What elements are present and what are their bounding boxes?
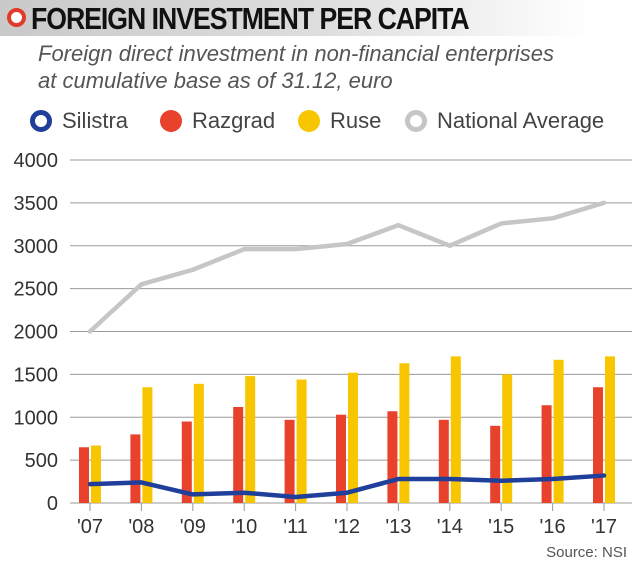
point-national-average [447, 243, 452, 248]
y-tick-label: 0 [47, 493, 58, 515]
bar-ruse [553, 359, 564, 503]
legend-label-silistra: Silistra [62, 108, 129, 133]
axis-layer: 0 500 1000 1500 2000 2500 3000 3500 4000 '07 '08 '0… [14, 150, 618, 538]
point-national-average [190, 267, 195, 272]
x-tick-label: '08 [128, 516, 154, 538]
point-national-average [293, 247, 298, 252]
bar-razgrad [284, 419, 295, 503]
legend-swatch-ruse [298, 110, 320, 132]
y-tick-label: 500 [25, 450, 58, 472]
bar-ruse [605, 356, 615, 503]
legend-item-silistra: Silistra [30, 106, 128, 136]
bar-ruse [348, 372, 358, 503]
legend-swatch-razgrad [160, 110, 182, 132]
x-tick-label: '14 [437, 516, 463, 538]
line-layer [87, 200, 607, 500]
point-national-average [242, 247, 247, 252]
bar-ruse [91, 445, 101, 503]
point-national-average [396, 223, 401, 228]
bar-razgrad [79, 447, 89, 503]
point-national-average [550, 216, 555, 221]
legend-swatch-silistra [30, 110, 52, 132]
bar-ruse [245, 376, 256, 503]
legend-item-razgrad: Razgrad [160, 106, 275, 136]
bar-razgrad [181, 421, 192, 503]
bar-razgrad [130, 434, 141, 503]
x-tick-label: '17 [591, 516, 617, 538]
x-tick-label: '13 [385, 516, 411, 538]
bar-razgrad [233, 406, 244, 503]
bar-razgrad [387, 411, 398, 503]
bar-ruse [142, 387, 153, 503]
legend-item-national-average: National Average [405, 106, 604, 136]
x-tick-label: '07 [77, 516, 103, 538]
bar-razgrad [336, 414, 346, 503]
source-note: Source: NSI [546, 544, 627, 561]
bar-razgrad [593, 387, 603, 503]
x-tick-label: '15 [488, 516, 514, 538]
title-band [0, 0, 590, 36]
subtitle-line-1: Foreign direct investment in non-financi… [38, 41, 555, 66]
bar-razgrad [438, 419, 449, 503]
x-tick-label: '09 [180, 516, 206, 538]
subtitle-line-2: at cumulative base as of 31.12, euro [38, 68, 393, 93]
point-silistra [345, 490, 349, 495]
line-national-average [87, 200, 607, 334]
point-silistra [88, 482, 92, 487]
legend-item-ruse: Ruse [298, 106, 381, 136]
point-national-average [88, 329, 92, 334]
point-silistra [499, 478, 504, 483]
y-tick-label: 4000 [14, 150, 59, 172]
chart-plot: 0 500 1000 1500 2000 2500 3000 3500 4000 '07 '08 '0… [14, 150, 632, 538]
bar-layer [79, 356, 615, 503]
bar-razgrad [541, 405, 552, 503]
bar-ruse [399, 363, 410, 503]
y-tick-label: 1500 [14, 364, 59, 386]
chart-title: FOREIGN INVESTMENT PER CAPITA [31, 1, 470, 36]
legend-label-ruse: Ruse [330, 108, 382, 133]
x-tick-label: '12 [334, 516, 360, 538]
point-silistra [139, 480, 144, 485]
bar-ruse [296, 379, 307, 503]
x-tick-label: '11 [283, 516, 308, 538]
chart-subtitle: Foreign direct investment in non-financi… [38, 40, 618, 94]
y-tick-label: 2500 [14, 279, 59, 301]
point-national-average [345, 242, 349, 247]
bar-ruse [502, 374, 513, 503]
title-bullet-icon [7, 8, 26, 27]
legend-swatch-national-average [405, 110, 427, 132]
bar-ruse [193, 383, 204, 503]
point-silistra [550, 476, 555, 481]
point-silistra [602, 473, 606, 478]
point-national-average [139, 282, 144, 287]
chart-header: FOREIGN INVESTMENT PER CAPITA [0, 0, 640, 36]
x-tick-label: '16 [540, 516, 566, 538]
y-tick-label: 3500 [14, 193, 59, 215]
y-tick-label: 2000 [14, 322, 59, 344]
y-tick-label: 1000 [14, 407, 59, 429]
y-tick-label: 3000 [14, 236, 59, 258]
bar-razgrad [490, 425, 501, 503]
point-national-average [602, 200, 606, 205]
point-national-average [499, 221, 504, 226]
legend: Silistra Razgrad Ruse National Average [0, 106, 640, 136]
point-silistra [293, 494, 298, 499]
point-silistra [396, 476, 401, 481]
x-tick-label: '10 [231, 516, 257, 538]
point-silistra [242, 490, 247, 495]
legend-label-national-average: National Average [437, 108, 605, 133]
point-silistra [447, 476, 452, 481]
bar-ruse [450, 356, 461, 503]
legend-label-razgrad: Razgrad [192, 108, 276, 133]
point-silistra [190, 492, 195, 497]
